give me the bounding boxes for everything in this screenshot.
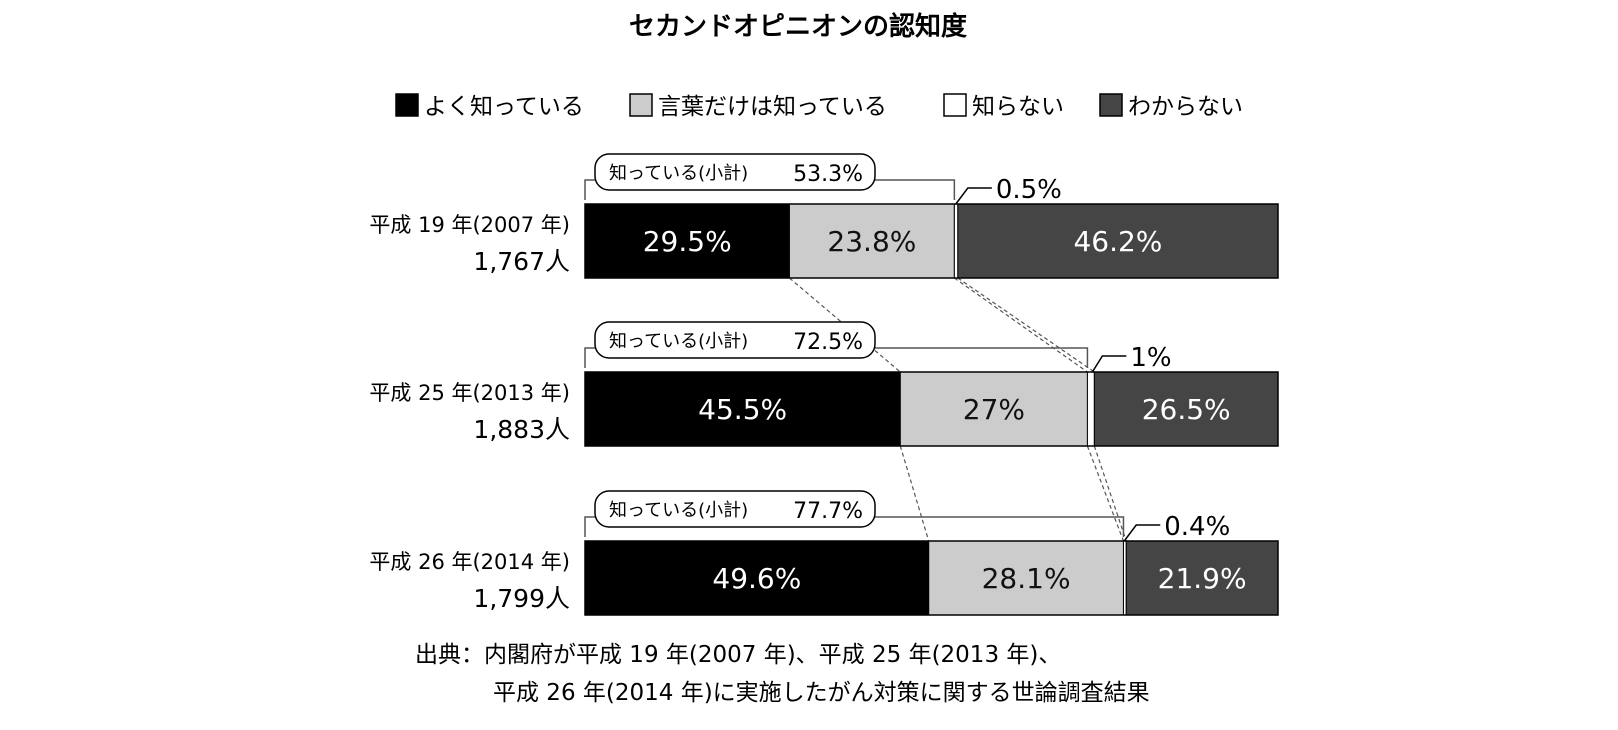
data-label-4-cat-3: 21.9% bbox=[1158, 562, 1247, 595]
category-label-1: 平成 19 年(2007 年) bbox=[369, 213, 570, 237]
legend-label-2: 言葉だけは知っている bbox=[658, 94, 887, 120]
connector-1-between-2-3 bbox=[899, 445, 930, 542]
connector-2-between-1-2 bbox=[954, 277, 1088, 373]
bar-4-cat-1 bbox=[957, 203, 1279, 279]
connector-3-between-2-3 bbox=[1093, 445, 1127, 542]
bar-3-cat-2 bbox=[1086, 371, 1095, 447]
bars: 29.5% 23.8% 46.2% 0.5% 45.5% 27% 26.5% 1% 49.6% 2… bbox=[584, 175, 1279, 616]
bar-3-cat-1 bbox=[953, 203, 959, 279]
subtotal-callouts: 知っている(小計) 53.3% 知っている(小計) 72.5% 知っている(小計) 77.… bbox=[584, 153, 1125, 537]
data-label-1-cat-2: 45.5% bbox=[698, 393, 787, 426]
subtotal-label-1: 知っている(小計) bbox=[609, 163, 748, 184]
bar-2-cat-1 bbox=[788, 203, 955, 279]
bar-1-cat-1 bbox=[584, 203, 790, 279]
data-label-4-cat-1: 46.2% bbox=[1073, 225, 1162, 258]
category-n-1: 1,767人 bbox=[473, 247, 570, 276]
bar-outline-cat-2 bbox=[584, 371, 1279, 447]
data-label-1-cat-3: 49.6% bbox=[712, 562, 801, 595]
legend-label-1: よく知っている bbox=[424, 94, 584, 120]
legend-swatch-3 bbox=[943, 93, 967, 117]
source-note-line2: 平成 26 年(2014 年)に実施したがん対策に関する世論調査結果 bbox=[493, 680, 1150, 706]
subtotal-box-2 bbox=[594, 321, 876, 359]
subtotal-label-3: 知っている(小計) bbox=[609, 500, 748, 521]
data-label-2-cat-1: 23.8% bbox=[827, 225, 916, 258]
data-label-2-cat-2: 27% bbox=[963, 393, 1025, 426]
legend-swatch-2 bbox=[629, 93, 653, 117]
subtotal-value-3: 77.7% bbox=[793, 499, 863, 524]
legend-swatch-1 bbox=[395, 93, 419, 117]
data-label-3-cat-3: 0.4% bbox=[1164, 512, 1230, 542]
legend-label-3: 知らない bbox=[972, 94, 1064, 120]
subtotal-value-1: 53.3% bbox=[793, 162, 863, 187]
bar-outline-cat-3 bbox=[584, 540, 1279, 616]
connector-3-between-1-2 bbox=[957, 277, 1095, 373]
chart-title: セカンドオピニオンの認知度 bbox=[629, 11, 967, 42]
data-label-1-cat-1: 29.5% bbox=[643, 225, 732, 258]
legend-label-4: わからない bbox=[1128, 94, 1243, 120]
data-label-3-cat-2: 1% bbox=[1130, 343, 1171, 373]
legend: よく知っている 言葉だけは知っている 知らない わからない bbox=[395, 93, 1243, 120]
category-label-2: 平成 25 年(2013 年) bbox=[369, 381, 570, 405]
connector-2-between-2-3 bbox=[1086, 445, 1125, 542]
source-note-line1: 出典：内閣府が平成 19 年(2007 年)、平成 25 年(2013 年)、 bbox=[415, 642, 1061, 668]
data-label-4-cat-2: 26.5% bbox=[1142, 393, 1231, 426]
subtotal-value-2: 72.5% bbox=[793, 330, 863, 355]
leader-line-cat-2 bbox=[1091, 355, 1127, 373]
bar-1-cat-3 bbox=[584, 540, 930, 616]
subtotal-box-3 bbox=[594, 490, 876, 528]
legend-swatch-4 bbox=[1099, 93, 1123, 117]
bar-outline-cat-1 bbox=[584, 203, 1279, 279]
data-label-3-cat-1: 0.5% bbox=[996, 175, 1062, 205]
leader-line-cat-3 bbox=[1123, 524, 1161, 542]
subtotal-label-2: 知っている(小計) bbox=[609, 331, 748, 352]
bar-2-cat-3 bbox=[928, 540, 1124, 616]
category-n-2: 1,883人 bbox=[473, 415, 570, 444]
category-n-3: 1,799人 bbox=[473, 584, 570, 613]
subtotal-box-1 bbox=[594, 153, 876, 191]
category-label-3: 平成 26 年(2014 年) bbox=[369, 550, 570, 574]
leader-line-cat-1 bbox=[955, 187, 992, 205]
data-label-2-cat-3: 28.1% bbox=[982, 562, 1071, 595]
